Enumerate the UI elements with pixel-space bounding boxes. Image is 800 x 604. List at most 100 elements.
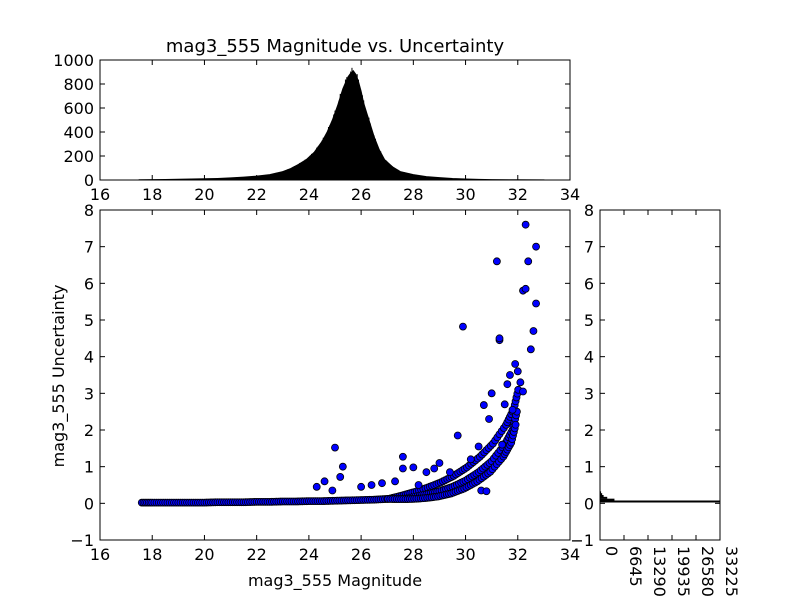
x-axis-label: mag3_555 Magnitude [248, 571, 422, 591]
y-tick-label: 5 [584, 311, 594, 330]
y-tick-label: 1 [84, 458, 94, 477]
y-tick-label: 1 [584, 458, 594, 477]
x-tick-label: 24 [299, 185, 319, 204]
scatter-frame [99, 209, 571, 541]
data-point [487, 389, 496, 398]
data-point [336, 473, 345, 481]
data-point [526, 345, 535, 354]
data-point [459, 322, 467, 331]
data-point [435, 459, 444, 467]
y-tick-label: 6 [84, 274, 94, 293]
data-point [500, 400, 509, 409]
x-tick-label: 0 [602, 546, 621, 556]
y-tick-label: 600 [63, 99, 94, 118]
data-point [422, 468, 431, 477]
y-tick-label: 0 [84, 171, 94, 190]
x-tick-label: 20 [194, 185, 214, 204]
x-tick-label: 33225 [722, 546, 741, 597]
y-axis-label: mag3_555 Uncertainty [49, 285, 69, 468]
y-tick-label: 6 [584, 274, 594, 293]
y-tick-label: 800 [63, 75, 94, 94]
data-point [492, 257, 501, 266]
data-point [409, 463, 418, 472]
x-tick-label: 6645 [626, 546, 645, 587]
x-tick-label: 16 [90, 545, 110, 564]
data-point [511, 360, 520, 368]
x-tick-label: 22 [246, 185, 266, 204]
data-point [532, 242, 540, 251]
y-tick-label: 4 [584, 348, 594, 367]
data-point [508, 405, 517, 414]
y-tick-label: 5 [84, 311, 94, 330]
y-tick-label: 400 [63, 123, 94, 142]
x-tick-label: 24 [299, 545, 319, 564]
top-histogram-panel: 16 18 20 22 24 26 28 30 32 34 0 200 400 600 800 1000 [53, 51, 580, 204]
y-tick-label: 3 [84, 384, 94, 403]
x-tick-label: 34 [560, 545, 580, 564]
data-point [482, 487, 491, 496]
x-tick-label: 16 [90, 185, 110, 204]
x-tick-label: 26580 [698, 546, 717, 597]
x-tick-label: 18 [142, 185, 162, 204]
x-tick-label: 19935 [674, 546, 693, 597]
data-point [506, 371, 514, 379]
right-histogram-panel: 0 6645 13290 19935 26580 33225 −1 0 1 2 3 4 5 6 7 8 [570, 201, 741, 597]
data-point [378, 479, 386, 488]
data-point [414, 481, 423, 489]
data-point [430, 464, 439, 473]
data-point [474, 442, 483, 451]
data-point [331, 443, 339, 452]
data-point [503, 380, 512, 389]
chart-title: mag3_555 Magnitude vs. Uncertainty [166, 36, 505, 57]
x-tick-label: 26 [351, 545, 371, 564]
data-point [511, 420, 520, 429]
y-tick-label: 8 [584, 201, 594, 220]
x-tick-label: 32 [508, 185, 528, 204]
data-point [513, 367, 522, 376]
y-tick-label: 4 [84, 348, 94, 367]
x-tick-label: 13290 [650, 546, 669, 597]
y-tick-label: 0 [84, 494, 94, 513]
data-point [485, 415, 493, 423]
data-point [320, 477, 329, 486]
x-tick-label: 28 [403, 545, 423, 564]
data-point [498, 440, 507, 449]
x-tick-label: 30 [455, 545, 475, 564]
y-tick-label: 2 [84, 421, 94, 440]
data-point [532, 299, 540, 308]
x-tick-label: 20 [194, 545, 214, 564]
data-point [398, 452, 407, 461]
y-tick-label: 1000 [53, 51, 94, 70]
y-tick-label: −1 [70, 531, 94, 550]
data-point [516, 378, 525, 387]
data-point [521, 220, 530, 229]
data-point [466, 455, 475, 464]
data-point [367, 481, 376, 489]
x-tick-label: 30 [455, 185, 475, 204]
right-histogram-frame [599, 209, 721, 541]
data-point [479, 401, 488, 409]
y-tick-label: 3 [584, 384, 594, 403]
y-tick-label: 7 [584, 238, 594, 257]
x-tick-label: 26 [351, 185, 371, 204]
data-point [312, 482, 321, 491]
data-point [328, 486, 337, 495]
x-tick-label: 34 [560, 185, 580, 204]
y-tick-label: 0 [584, 494, 594, 513]
x-tick-label: 28 [403, 185, 423, 204]
data-point [357, 482, 366, 491]
top-histogram-frame [99, 59, 571, 181]
data-point [453, 431, 462, 440]
y-tick-label: 7 [84, 238, 94, 257]
y-tick-label: 8 [84, 201, 94, 220]
data-point [519, 387, 527, 396]
data-point [495, 334, 504, 343]
data-point [398, 464, 407, 473]
data-point [391, 477, 399, 486]
data-point [529, 327, 538, 335]
y-tick-label: −1 [570, 531, 594, 550]
x-tick-label: 22 [246, 545, 266, 564]
y-tick-label: 2 [584, 421, 594, 440]
data-point [338, 462, 347, 471]
